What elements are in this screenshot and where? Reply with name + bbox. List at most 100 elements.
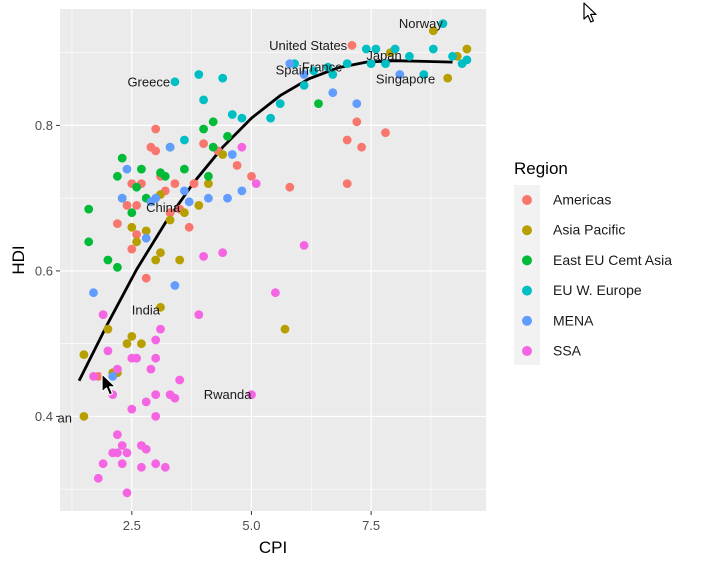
legend-label: East EU Cemt Asia (553, 252, 672, 268)
data-point (180, 164, 189, 174)
country-label: Spain (276, 63, 309, 78)
data-point (89, 288, 98, 298)
data-point (314, 99, 323, 108)
data-point (194, 310, 204, 319)
data-point (299, 70, 309, 79)
data-point (328, 70, 338, 79)
data-point (199, 124, 209, 134)
data-point (275, 99, 285, 108)
data-point (357, 142, 366, 152)
data-point (419, 70, 429, 79)
legend-key (522, 315, 532, 326)
country-label: United States (269, 38, 348, 53)
y-axis-title: HDI (9, 245, 28, 274)
data-point (438, 19, 448, 28)
data-point (208, 142, 218, 152)
data-point (141, 397, 151, 407)
mouse-pointer-icon (101, 373, 117, 396)
data-point (89, 372, 98, 381)
data-point (170, 281, 180, 290)
data-point (151, 193, 161, 203)
data-point (175, 255, 185, 265)
x-tick-label: 2.5 (123, 518, 141, 533)
legend-label: SSA (553, 343, 582, 359)
data-point (151, 255, 161, 265)
legend-key (522, 285, 532, 296)
data-point (247, 390, 256, 399)
data-point (218, 248, 228, 258)
data-point (84, 237, 94, 247)
data-point (443, 73, 453, 83)
x-tick-label: 7.5 (362, 518, 380, 533)
data-point (113, 171, 122, 181)
axes-layer: 2.5 5.0 7.5 0.4 0.6 0.8 (35, 118, 380, 533)
data-point (113, 219, 122, 229)
points-layer (79, 19, 472, 498)
legend-title: Region (514, 159, 568, 178)
data-point (218, 73, 228, 83)
data-point (232, 161, 242, 170)
country-label: Japan (366, 48, 401, 63)
data-point (361, 44, 371, 54)
data-point (156, 302, 165, 312)
data-point (108, 372, 118, 381)
data-point (285, 182, 295, 192)
x-tick-label: 5.0 (242, 518, 260, 533)
data-point (323, 62, 333, 72)
data-point (103, 255, 113, 265)
data-point (151, 412, 161, 421)
data-point (122, 488, 132, 498)
data-point (390, 44, 400, 54)
data-point (141, 226, 151, 236)
data-point (342, 59, 352, 68)
country-label: India (132, 303, 161, 318)
country-label: Norway (399, 16, 444, 31)
legend: Region Americas Asia Pacific East EU Cemt … (514, 159, 672, 365)
legend-key (522, 346, 532, 356)
data-point (366, 59, 376, 68)
legend-label: Asia Pacific (553, 222, 625, 238)
data-point (381, 59, 390, 68)
legend-key (522, 225, 532, 236)
data-point (132, 230, 142, 239)
data-point (127, 222, 137, 232)
data-point (132, 353, 142, 363)
legend-key (522, 255, 532, 266)
data-point (180, 135, 189, 145)
data-point (247, 171, 256, 181)
data-point (342, 135, 352, 145)
data-point (127, 404, 137, 414)
data-point (93, 473, 103, 483)
data-point (113, 262, 122, 272)
y-tick-label: 0.6 (35, 263, 53, 278)
data-point (223, 131, 232, 141)
data-point (184, 222, 194, 232)
data-point (156, 324, 165, 334)
data-point (79, 412, 89, 421)
data-point (184, 197, 194, 207)
data-point (237, 186, 247, 196)
data-point (204, 193, 213, 203)
country-label: Rwanda (204, 387, 252, 402)
data-point (113, 430, 122, 439)
data-point (117, 153, 127, 163)
data-point (151, 390, 161, 399)
data-point (165, 208, 175, 218)
data-point (285, 59, 295, 68)
data-point (141, 273, 151, 283)
data-point (117, 441, 127, 450)
data-point (127, 332, 137, 341)
data-point (151, 459, 161, 469)
data-point (462, 55, 472, 65)
data-point (141, 233, 151, 243)
x-axis-title: CPI (259, 538, 287, 557)
data-point (428, 44, 438, 54)
data-point (448, 51, 457, 61)
data-point (132, 201, 142, 210)
data-point (98, 459, 108, 469)
data-point (137, 462, 146, 472)
data-point (199, 139, 209, 149)
y-tick-label: 0.8 (35, 118, 53, 133)
